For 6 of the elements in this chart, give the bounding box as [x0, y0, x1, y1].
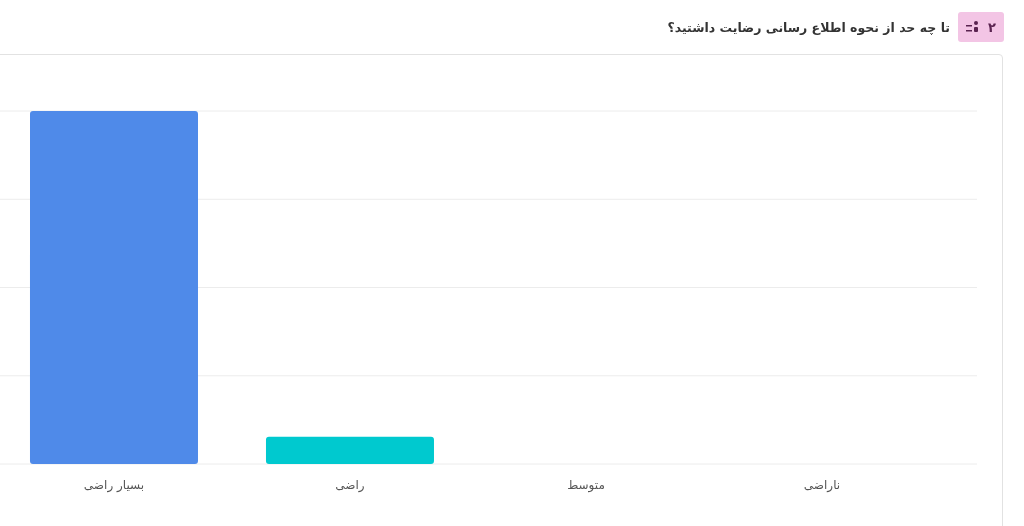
- x-tick-label: بسیار راضی: [83, 477, 145, 493]
- chart-title: تا چه حد از نحوه اطلاع رسانی رضایت داشتید؟: [667, 19, 951, 35]
- x-tick-label: راضی: [335, 477, 365, 493]
- x-tick-label: متوسط: [567, 477, 605, 493]
- x-tick-label: ناراضی: [803, 477, 841, 493]
- badge: ۲: [958, 12, 1004, 42]
